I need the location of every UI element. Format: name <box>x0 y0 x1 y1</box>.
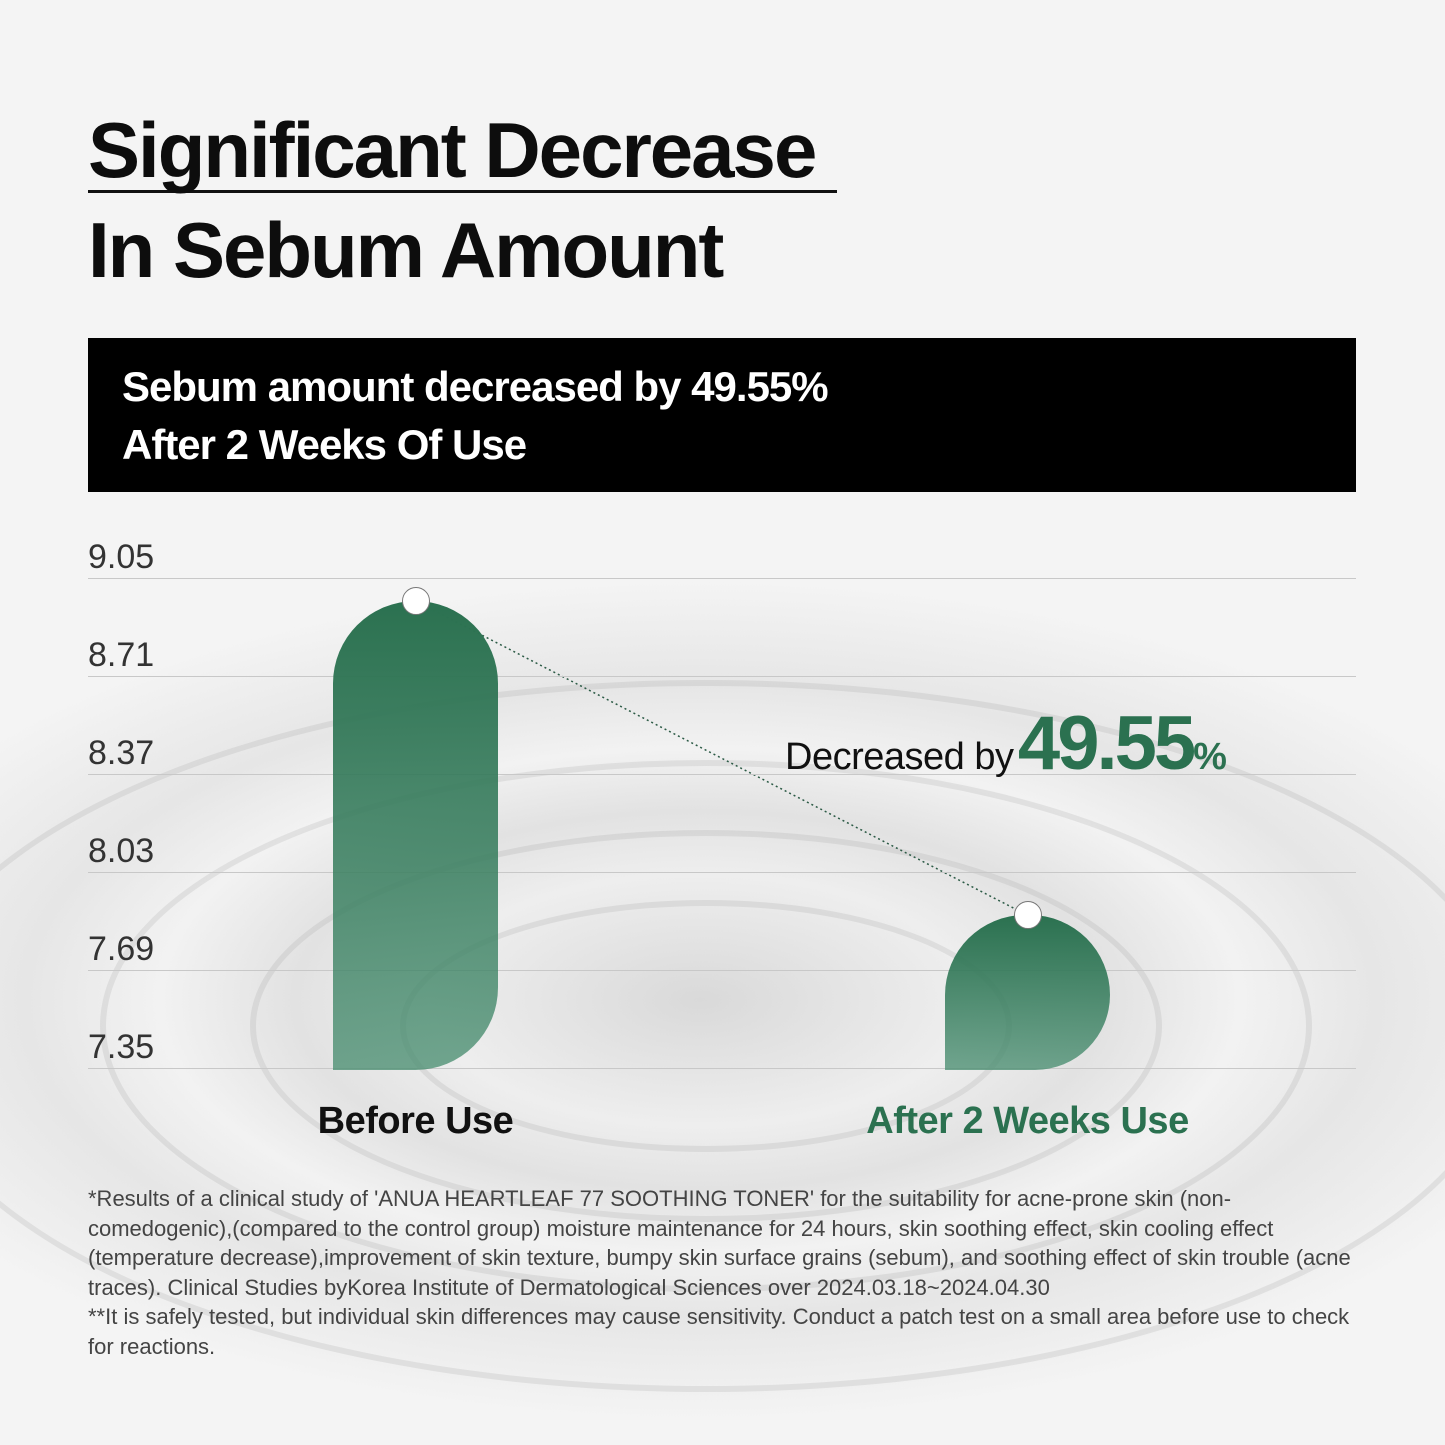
gridline <box>88 676 1356 677</box>
y-tick-label: 8.03 <box>88 832 155 870</box>
gridline <box>88 578 1356 579</box>
footnote-2: **It is safely tested, but individual sk… <box>88 1304 1350 1359</box>
bar-after-2-weeks <box>945 915 1110 1070</box>
summary-banner: Sebum amount decreased by 49.55% After 2… <box>88 338 1356 492</box>
annotation-value: 49.55 <box>1017 701 1196 786</box>
bar-top-marker <box>401 587 430 616</box>
gridline <box>88 1068 1356 1069</box>
y-tick-label: 7.69 <box>88 930 155 968</box>
annotation-suffix: % <box>1193 736 1227 778</box>
y-tick-label: 8.71 <box>88 636 155 674</box>
title-line-1: Significant Decrease <box>88 110 838 193</box>
banner-line-2: After 2 Weeks Of Use <box>122 421 527 468</box>
footnote-1: *Results of a clinical study of 'ANUA HE… <box>88 1186 1351 1300</box>
y-tick-label: 7.35 <box>88 1028 155 1066</box>
banner-line-1: Sebum amount decreased by 49.55% <box>122 363 829 410</box>
footnotes: *Results of a clinical study of 'ANUA HE… <box>88 1184 1368 1361</box>
category-label: Before Use <box>317 1100 514 1142</box>
y-tick-label: 8.37 <box>88 734 155 772</box>
y-tick-label: 9.05 <box>88 538 155 576</box>
category-label: After 2 Weeks Use <box>866 1100 1189 1142</box>
bar-top-marker <box>1013 901 1042 930</box>
annotation-prefix: Decreased by <box>785 736 1014 778</box>
gridline <box>88 774 1356 775</box>
bar-before-use <box>333 601 498 1070</box>
title-line-2: In Sebum Amount <box>88 206 724 294</box>
gridline <box>88 970 1356 971</box>
page-title: Significant Decrease In Sebum Amount <box>88 100 838 300</box>
decrease-annotation: Decreased by 49.55% <box>785 700 1227 787</box>
gridline <box>88 872 1356 873</box>
